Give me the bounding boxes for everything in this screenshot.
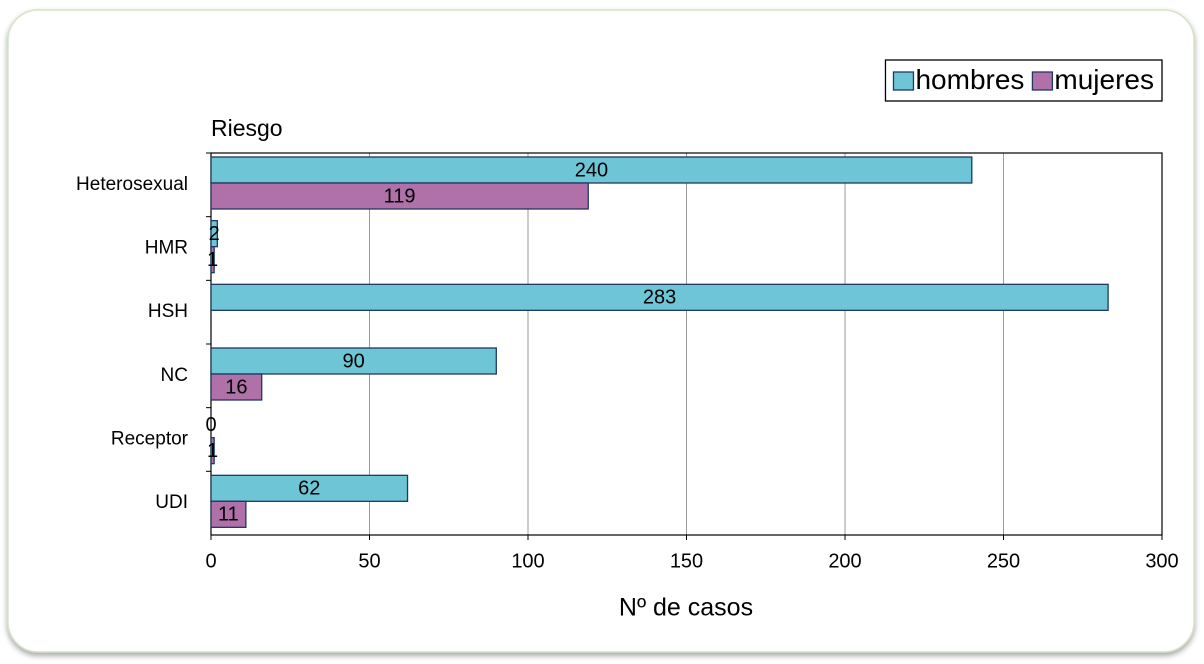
y-tick-label: NC <box>161 365 188 386</box>
y-tick-label: UDI <box>155 492 188 513</box>
legend-label: mujeres <box>1054 64 1154 95</box>
bar <box>210 283 1109 311</box>
x-tick-label: 150 <box>670 550 703 572</box>
value-label: 16 <box>225 376 247 398</box>
legend-swatch <box>892 71 915 91</box>
x-tick-label: 200 <box>828 550 861 572</box>
y-tick-label: Heterosexual <box>76 174 188 195</box>
value-label: 119 <box>384 185 416 207</box>
value-label: 283 <box>643 287 676 309</box>
value-label: 0 <box>205 414 216 436</box>
bar <box>210 246 215 274</box>
value-label: 90 <box>343 350 365 372</box>
bar <box>210 347 497 375</box>
bar <box>210 500 247 528</box>
x-tick-label: 250 <box>987 550 1020 572</box>
legend-label: hombres <box>915 64 1024 95</box>
y-tick-label: HMR <box>145 238 188 259</box>
value-label: 1 <box>207 440 218 462</box>
bar <box>210 437 215 465</box>
legend <box>884 59 1163 102</box>
value-label: 1 <box>207 249 218 271</box>
value-label: 240 <box>575 159 608 181</box>
legend-swatch <box>1031 71 1054 91</box>
value-label: 2 <box>209 223 220 245</box>
y-tick-label: Receptor <box>111 429 189 450</box>
bar <box>210 373 263 401</box>
bar <box>210 474 409 502</box>
value-label: 62 <box>298 478 320 500</box>
y-axis-title: Riesgo <box>211 115 283 141</box>
x-tick-label: 100 <box>511 550 544 572</box>
value-label: 11 <box>218 504 239 526</box>
x-tick-label: 50 <box>358 550 380 572</box>
y-tick-label: HSH <box>148 301 188 322</box>
x-tick-label: 300 <box>1145 550 1178 572</box>
x-tick-label: 0 <box>205 550 216 572</box>
x-axis-title: Nº de casos <box>619 594 753 622</box>
bar <box>210 182 589 210</box>
bar <box>210 156 973 184</box>
